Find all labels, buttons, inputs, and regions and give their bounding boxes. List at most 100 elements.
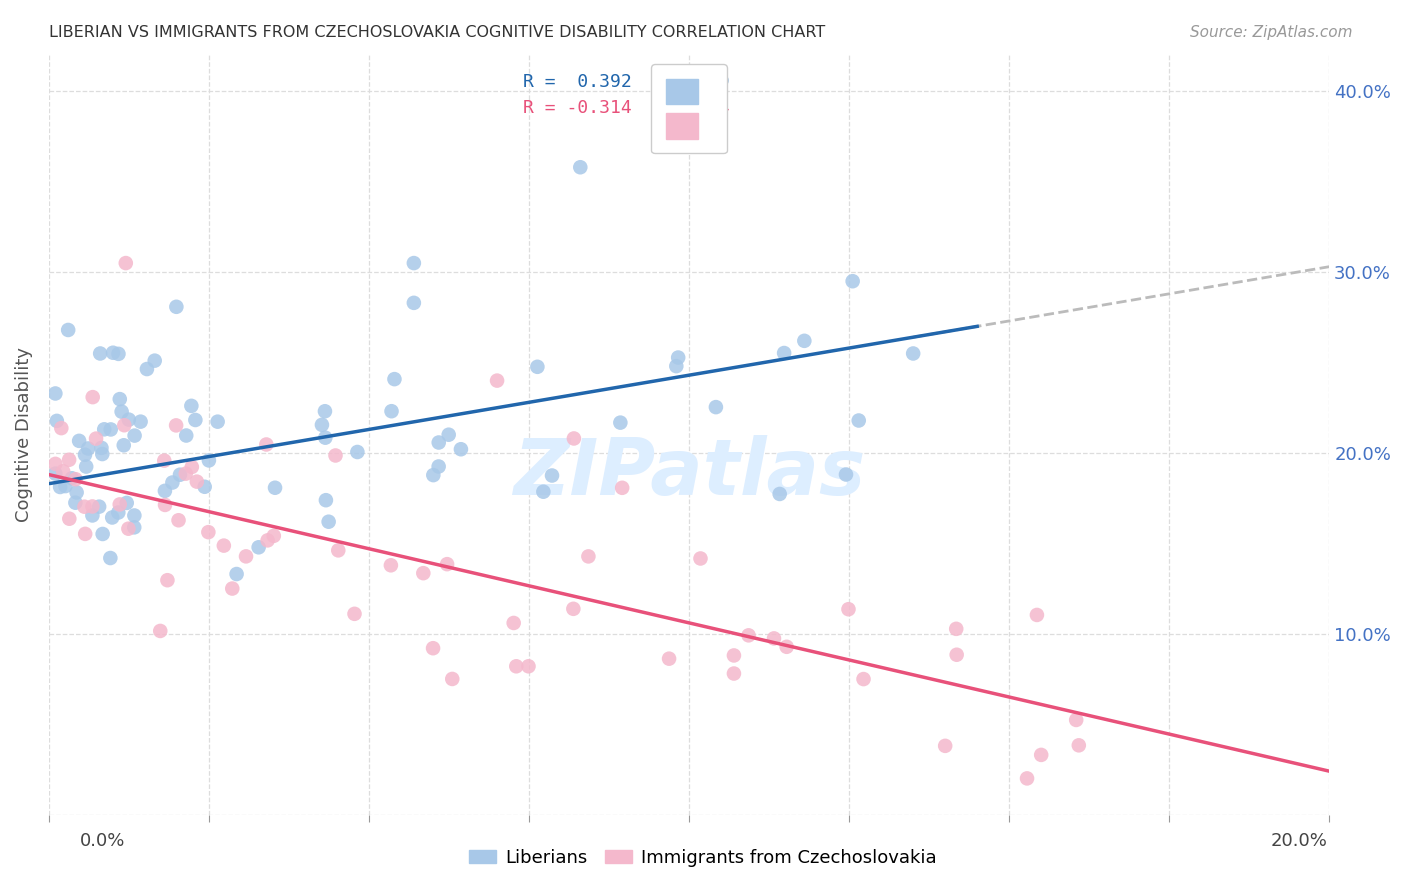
Point bbox=[89, 346, 111, 360]
Point bbox=[380, 558, 402, 573]
Text: 20.0%: 20.0% bbox=[1271, 832, 1327, 850]
Point bbox=[75, 527, 97, 541]
Point bbox=[58, 512, 80, 526]
Text: LIBERIAN VS IMMIGRANTS FROM CZECHOSLOVAKIA COGNITIVE DISABILITY CORRELATION CHAR: LIBERIAN VS IMMIGRANTS FROM CZECHOSLOVAK… bbox=[49, 25, 825, 40]
Point bbox=[247, 541, 270, 555]
Point bbox=[108, 497, 131, 511]
Point bbox=[254, 437, 277, 451]
Point bbox=[58, 452, 80, 467]
Point bbox=[612, 481, 634, 495]
Point bbox=[143, 353, 166, 368]
Point bbox=[562, 432, 585, 446]
Point bbox=[666, 351, 689, 365]
Point bbox=[82, 508, 104, 523]
Point bbox=[111, 404, 134, 418]
Point bbox=[101, 510, 124, 524]
Point bbox=[91, 527, 114, 541]
Point bbox=[82, 500, 104, 514]
Point bbox=[609, 416, 631, 430]
Point bbox=[402, 296, 425, 310]
Point bbox=[343, 607, 366, 621]
Point bbox=[221, 582, 243, 596]
Point bbox=[380, 404, 402, 418]
Point bbox=[402, 256, 425, 270]
Point bbox=[84, 432, 107, 446]
Point bbox=[225, 567, 247, 582]
Point bbox=[153, 498, 176, 512]
Point bbox=[135, 362, 157, 376]
Point bbox=[835, 467, 858, 482]
Point bbox=[311, 417, 333, 432]
Point bbox=[773, 346, 796, 360]
Point bbox=[314, 431, 336, 445]
Point bbox=[194, 480, 217, 494]
Point bbox=[112, 438, 135, 452]
Point bbox=[100, 422, 122, 436]
Point bbox=[153, 483, 176, 498]
Point bbox=[665, 359, 688, 373]
Point bbox=[422, 468, 444, 483]
Point bbox=[1067, 739, 1090, 753]
Point bbox=[318, 515, 340, 529]
Point bbox=[65, 472, 87, 486]
Point bbox=[98, 551, 121, 566]
Point bbox=[945, 622, 967, 636]
Point bbox=[934, 739, 956, 753]
Point bbox=[1031, 747, 1053, 762]
Point bbox=[89, 500, 111, 514]
Point bbox=[60, 471, 83, 485]
Point bbox=[422, 641, 444, 656]
Point bbox=[101, 345, 124, 359]
Point bbox=[165, 300, 187, 314]
Point bbox=[531, 484, 554, 499]
Point bbox=[841, 274, 863, 288]
Point bbox=[264, 481, 287, 495]
Text: ZIPatlas: ZIPatlas bbox=[513, 434, 865, 511]
Point bbox=[174, 467, 197, 481]
Point bbox=[91, 447, 114, 461]
Point bbox=[124, 428, 146, 442]
Point bbox=[212, 539, 235, 553]
Point bbox=[65, 496, 87, 510]
Point bbox=[517, 659, 540, 673]
Point bbox=[945, 648, 967, 662]
Point bbox=[124, 508, 146, 523]
Point bbox=[437, 427, 460, 442]
Point bbox=[82, 390, 104, 404]
Text: R =  0.392   N = 80: R = 0.392 N = 80 bbox=[523, 73, 730, 92]
Point bbox=[658, 651, 681, 665]
Text: 0.0%: 0.0% bbox=[80, 832, 125, 850]
Point bbox=[486, 374, 509, 388]
Point bbox=[45, 414, 67, 428]
Point bbox=[197, 525, 219, 540]
Point bbox=[73, 448, 96, 462]
Point bbox=[51, 421, 73, 435]
Point bbox=[107, 347, 129, 361]
Point bbox=[56, 323, 79, 337]
Point bbox=[762, 632, 785, 646]
Point bbox=[235, 549, 257, 564]
Text: Source: ZipAtlas.com: Source: ZipAtlas.com bbox=[1189, 25, 1353, 40]
Point bbox=[107, 506, 129, 520]
Point bbox=[793, 334, 815, 348]
Point bbox=[49, 480, 72, 494]
Point bbox=[1064, 713, 1087, 727]
Point bbox=[837, 602, 859, 616]
Point bbox=[737, 628, 759, 642]
Point bbox=[162, 475, 184, 490]
Point bbox=[441, 672, 464, 686]
Point bbox=[184, 413, 207, 427]
Point bbox=[427, 459, 450, 474]
Point bbox=[73, 500, 96, 514]
Point bbox=[112, 418, 135, 433]
Point bbox=[44, 467, 66, 481]
Point bbox=[848, 413, 870, 427]
Point bbox=[118, 412, 141, 426]
Point bbox=[314, 404, 336, 418]
Point bbox=[427, 435, 450, 450]
Point bbox=[77, 442, 100, 456]
Point bbox=[207, 415, 229, 429]
Point bbox=[852, 672, 875, 686]
Point bbox=[44, 457, 66, 471]
Point bbox=[256, 533, 278, 548]
